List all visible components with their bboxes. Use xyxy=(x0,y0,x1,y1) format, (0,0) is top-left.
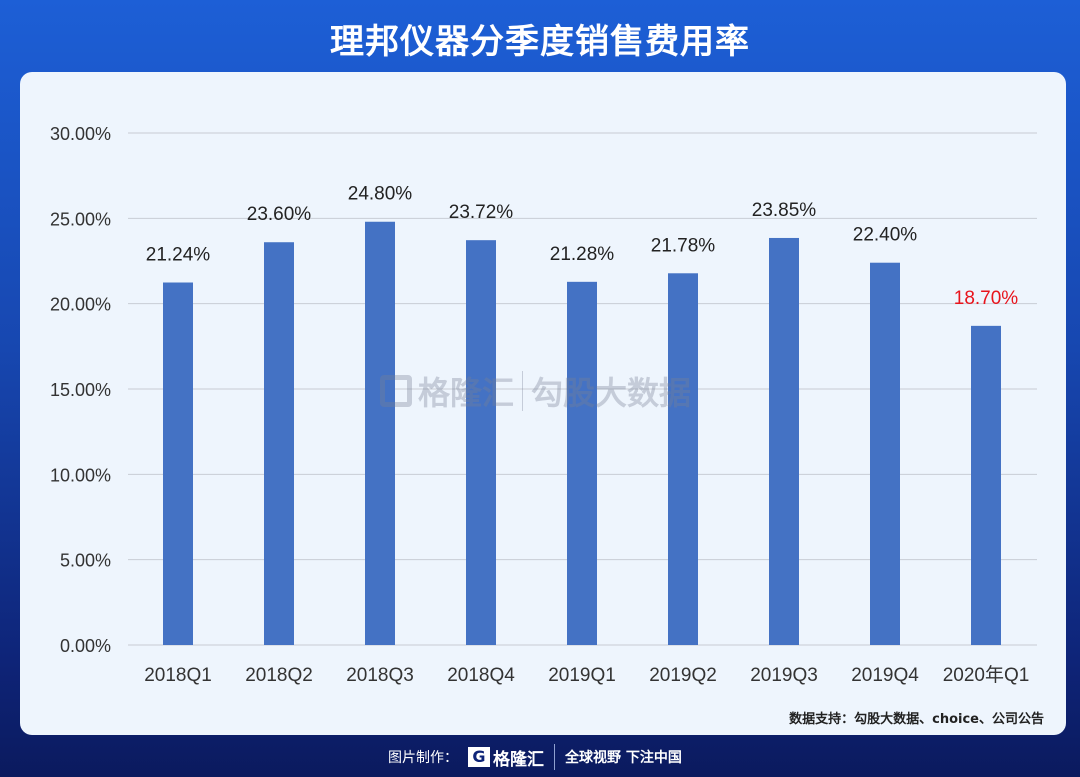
footer-logo: G 格隆汇 xyxy=(468,745,544,770)
bar xyxy=(365,221,395,645)
y-tick-label: 10.00% xyxy=(50,465,111,485)
data-label: 21.24% xyxy=(146,245,211,266)
gelonghui-logo-icon: G xyxy=(468,747,490,767)
bar xyxy=(567,281,597,645)
x-tick-label: 2018Q2 xyxy=(245,665,313,686)
x-tick-label: 2020年Q1 xyxy=(943,664,1030,686)
bar xyxy=(971,325,1001,645)
x-tick-label: 2019Q4 xyxy=(851,665,919,686)
data-label: 24.80% xyxy=(348,184,413,205)
watermark-divider xyxy=(522,371,524,411)
x-tick-label: 2019Q2 xyxy=(649,665,717,686)
y-tick-label: 30.00% xyxy=(50,124,111,144)
bar xyxy=(466,240,496,646)
x-tick-label: 2019Q1 xyxy=(548,665,616,686)
footer-label: 图片制作： xyxy=(388,750,458,766)
data-label: 23.60% xyxy=(247,204,312,225)
footer: 图片制作： G 格隆汇 全球视野 下注中国 xyxy=(388,742,682,772)
y-tick-label: 15.00% xyxy=(50,380,111,400)
chart-title: 理邦仪器分季度销售费用率 xyxy=(330,22,750,62)
footer-divider xyxy=(554,744,555,770)
y-tick-label: 0.00% xyxy=(60,636,111,656)
bar xyxy=(668,273,698,645)
x-tick-label: 2018Q4 xyxy=(447,665,515,686)
y-tick-label: 20.00% xyxy=(50,295,111,315)
bar xyxy=(769,237,799,645)
data-label: 21.78% xyxy=(651,235,716,256)
bar xyxy=(163,282,193,645)
bar xyxy=(264,242,294,645)
x-tick-label: 2019Q3 xyxy=(750,665,818,686)
watermark-brand: 格隆汇 xyxy=(418,374,515,412)
gelonghui-logo-icon xyxy=(380,375,412,407)
y-tick-label: 5.00% xyxy=(60,551,111,571)
x-tick-label: 2018Q1 xyxy=(144,665,212,686)
y-tick-label: 25.00% xyxy=(50,209,111,229)
x-tick-label: 2018Q3 xyxy=(346,665,414,686)
data-label: 21.28% xyxy=(550,244,615,265)
watermark: 格隆汇 勾股大数据 xyxy=(380,368,691,414)
data-label: 22.40% xyxy=(853,225,918,246)
data-label: 23.85% xyxy=(752,200,817,221)
data-label: 23.72% xyxy=(449,202,514,223)
data-source: 数据支持：勾股大数据、choice、公司公告 xyxy=(789,712,1044,727)
footer-slogan: 全球视野 下注中国 xyxy=(565,750,682,766)
watermark-text: 勾股大数据 xyxy=(531,374,692,412)
data-label: 18.70% xyxy=(954,288,1019,309)
footer-brand: 格隆汇 xyxy=(493,749,544,770)
bar xyxy=(870,262,900,645)
